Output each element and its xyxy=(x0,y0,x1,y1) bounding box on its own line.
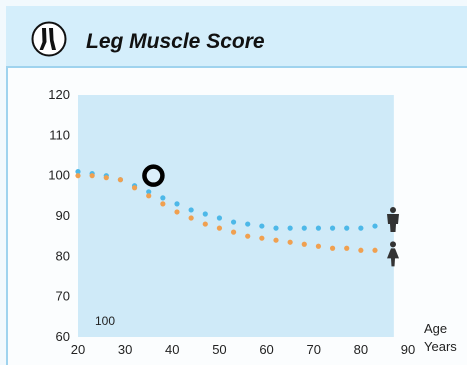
female-data-point xyxy=(160,201,166,207)
female-data-point xyxy=(146,193,152,199)
plot-area xyxy=(78,95,394,337)
male-data-point xyxy=(202,211,208,217)
female-data-point xyxy=(259,235,265,241)
male-data-point xyxy=(259,223,265,229)
female-data-point xyxy=(329,245,336,251)
female-data-point xyxy=(245,233,251,239)
current-position-marker xyxy=(142,164,165,187)
card-header: Leg Muscle Score xyxy=(6,6,467,68)
y-tick-label: 90 xyxy=(56,208,70,223)
x-tick-label: 60 xyxy=(259,342,273,357)
female-data-point xyxy=(117,177,124,183)
female-data-point xyxy=(230,229,237,235)
legs-icon xyxy=(31,21,67,57)
male-data-point xyxy=(329,225,336,231)
y-tick-label: 60 xyxy=(56,329,70,344)
x-tick-label: 30 xyxy=(118,342,132,357)
y-tick-label: 80 xyxy=(56,248,70,263)
x-tick-label: 20 xyxy=(71,342,85,357)
male-data-point xyxy=(160,195,166,201)
male-data-point xyxy=(216,215,223,221)
y-tick-label: 110 xyxy=(49,127,70,142)
female-data-point xyxy=(287,239,293,245)
female-data-point xyxy=(301,241,307,247)
female-data-point xyxy=(103,175,109,181)
male-data-point xyxy=(75,169,81,175)
female-data-point xyxy=(344,245,350,251)
y-tick-label: 120 xyxy=(48,87,70,102)
male-data-point xyxy=(344,225,350,231)
female-data-point xyxy=(372,247,378,253)
male-data-point xyxy=(301,225,307,231)
x-tick-label: 40 xyxy=(165,342,179,357)
male-data-point xyxy=(315,225,322,231)
page-title: Leg Muscle Score xyxy=(86,30,265,53)
x-tick-label: 90 xyxy=(401,342,415,357)
female-data-point xyxy=(202,221,208,227)
x-tick-label: 80 xyxy=(354,342,368,357)
female-data-point xyxy=(174,209,180,215)
female-data-point xyxy=(131,185,138,191)
male-data-point xyxy=(358,225,364,231)
female-data-point xyxy=(75,173,81,179)
male-data-point xyxy=(230,219,237,225)
current-score-label: 100 xyxy=(95,314,115,328)
male-data-point xyxy=(188,207,194,213)
female-data-point xyxy=(273,237,279,243)
female-data-point xyxy=(89,173,95,179)
male-data-point xyxy=(174,201,180,207)
male-data-point xyxy=(287,225,293,231)
x-tick-label: 70 xyxy=(306,342,320,357)
x-axis-title-age: Age xyxy=(424,321,447,336)
female-icon xyxy=(387,241,399,267)
female-data-point xyxy=(315,243,322,249)
male-data-point xyxy=(372,223,378,229)
female-data-point xyxy=(216,225,223,231)
female-data-point xyxy=(358,247,364,253)
male-icon xyxy=(387,207,399,233)
y-tick-label: 70 xyxy=(56,289,70,304)
female-data-point xyxy=(188,215,194,221)
x-tick-label: 50 xyxy=(212,342,226,357)
male-data-point xyxy=(245,221,251,227)
x-axis-title-years: Years xyxy=(424,339,457,354)
male-data-point xyxy=(273,225,279,231)
y-tick-label: 100 xyxy=(48,168,70,183)
male-data-point xyxy=(146,189,152,195)
